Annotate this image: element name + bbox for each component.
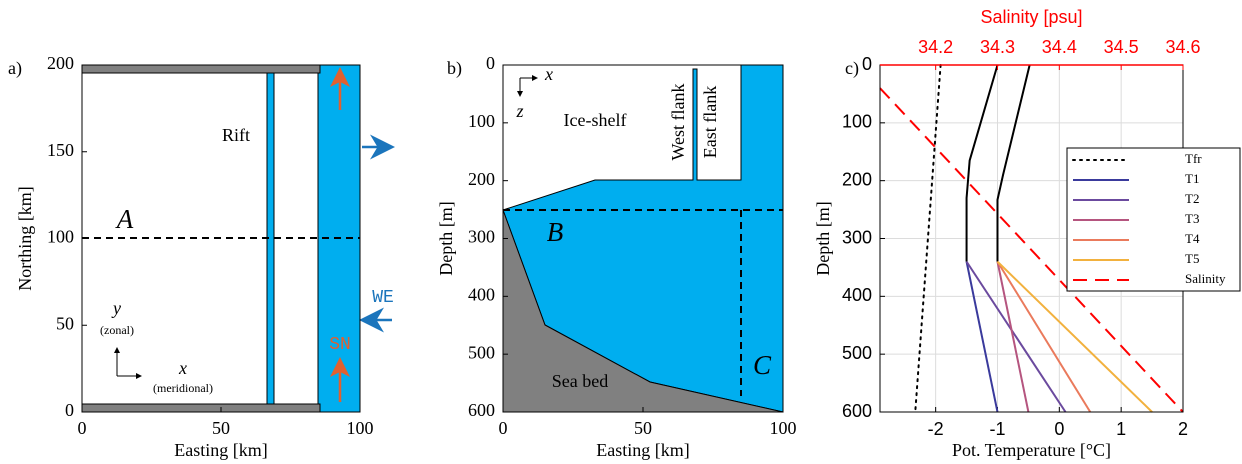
y-tick-label: 500 xyxy=(468,342,495,362)
panel-label: a) xyxy=(8,58,22,79)
legend-label: T2 xyxy=(1185,191,1199,206)
profile-line xyxy=(965,64,999,262)
x-tick-label: 50 xyxy=(212,418,230,438)
annotation: (meridional) xyxy=(153,381,213,395)
legend-label: T3 xyxy=(1185,211,1199,226)
y-tick-label: 0 xyxy=(65,400,74,420)
annotation: Ice-shelf xyxy=(564,110,627,130)
annotation: West flank xyxy=(668,83,688,160)
annotation: Rift xyxy=(222,125,250,145)
y-tick-label: 100 xyxy=(842,112,872,132)
y-tick-label: 150 xyxy=(47,140,74,160)
y-tick-label: 600 xyxy=(468,400,495,420)
y-tick-label: 300 xyxy=(842,227,872,247)
y-tick-label: 400 xyxy=(842,285,872,305)
legend-label: Salinity xyxy=(1185,271,1226,286)
profile-line xyxy=(965,261,1067,413)
profile-line xyxy=(996,261,1092,413)
y-tick-label: 100 xyxy=(468,111,495,131)
annotation: SN xyxy=(329,335,351,355)
x-axis-label: Easting [km] xyxy=(174,440,267,460)
y-tick-label: 500 xyxy=(842,343,872,363)
annotation: z xyxy=(515,101,523,121)
legend-label: T1 xyxy=(1185,171,1199,186)
y-tick-label: 200 xyxy=(47,53,74,73)
y-tick-label: 0 xyxy=(486,53,495,73)
x-tick-label: 2 xyxy=(1178,419,1188,439)
x-tick-label: 0 xyxy=(499,418,508,438)
y-tick-label: 200 xyxy=(468,169,495,189)
x2-tick-label: 34.4 xyxy=(1042,37,1077,57)
x-tick-label: 0 xyxy=(78,418,87,438)
annotation: Sea bed xyxy=(552,371,608,391)
y-tick-label: 200 xyxy=(842,169,872,189)
y-axis-label: Northing [km] xyxy=(15,186,35,290)
x-tick-label: 1 xyxy=(1116,419,1126,439)
annotation: y xyxy=(111,298,121,318)
annotation: C xyxy=(753,350,772,380)
plot-frame xyxy=(502,64,784,413)
profile-line xyxy=(996,260,1153,413)
annotation: East flank xyxy=(700,86,720,158)
panel-b-shapes xyxy=(502,64,784,413)
x-tick-label: -2 xyxy=(928,419,944,439)
y-tick-label: 50 xyxy=(56,313,74,333)
x-tick-label: 50 xyxy=(634,418,652,438)
annotation: (zonal) xyxy=(100,323,134,337)
annotation: A xyxy=(115,204,134,234)
profile-line xyxy=(996,64,1031,262)
x-tick-label: -1 xyxy=(989,419,1005,439)
profile-line xyxy=(965,261,999,413)
wall xyxy=(81,403,321,413)
x2-tick-label: 34.3 xyxy=(980,37,1015,57)
x-tick-label: 0 xyxy=(1054,419,1064,439)
legend-label: T4 xyxy=(1185,231,1200,246)
panel-label: b) xyxy=(447,58,462,79)
profile-line xyxy=(996,261,1030,413)
annotation: WE xyxy=(372,288,394,308)
annotation: x xyxy=(544,64,553,84)
panel-label: c) xyxy=(845,58,859,79)
x-axis-label: Pot. Temperature [°C] xyxy=(952,440,1111,460)
y-tick-label: 0 xyxy=(862,54,872,74)
annotation: x xyxy=(178,358,187,378)
profile-line xyxy=(914,64,942,413)
annotation: B xyxy=(547,217,564,247)
y-tick-label: 400 xyxy=(468,284,495,304)
y-axis-label: Depth [m] xyxy=(813,201,833,275)
panel-a-shapes xyxy=(81,64,395,413)
x2-tick-label: 34.6 xyxy=(1165,37,1200,57)
y-tick-label: 300 xyxy=(468,227,495,247)
x2-tick-label: 34.2 xyxy=(918,37,953,57)
plot-frame xyxy=(81,64,361,413)
x-axis-label: Easting [km] xyxy=(596,440,689,460)
x-tick-label: 100 xyxy=(770,418,797,438)
wall xyxy=(81,64,321,74)
x2-axis-label: Salinity [psu] xyxy=(980,7,1082,27)
y-tick-label: 100 xyxy=(47,227,74,247)
y-axis-label: Depth [m] xyxy=(436,201,456,275)
x2-tick-label: 34.5 xyxy=(1104,37,1139,57)
legend-label: Tfr xyxy=(1185,151,1202,166)
profile-line xyxy=(879,87,1184,413)
x-tick-label: 100 xyxy=(347,418,374,438)
legend-label: T5 xyxy=(1185,251,1199,266)
y-tick-label: 600 xyxy=(842,401,872,421)
